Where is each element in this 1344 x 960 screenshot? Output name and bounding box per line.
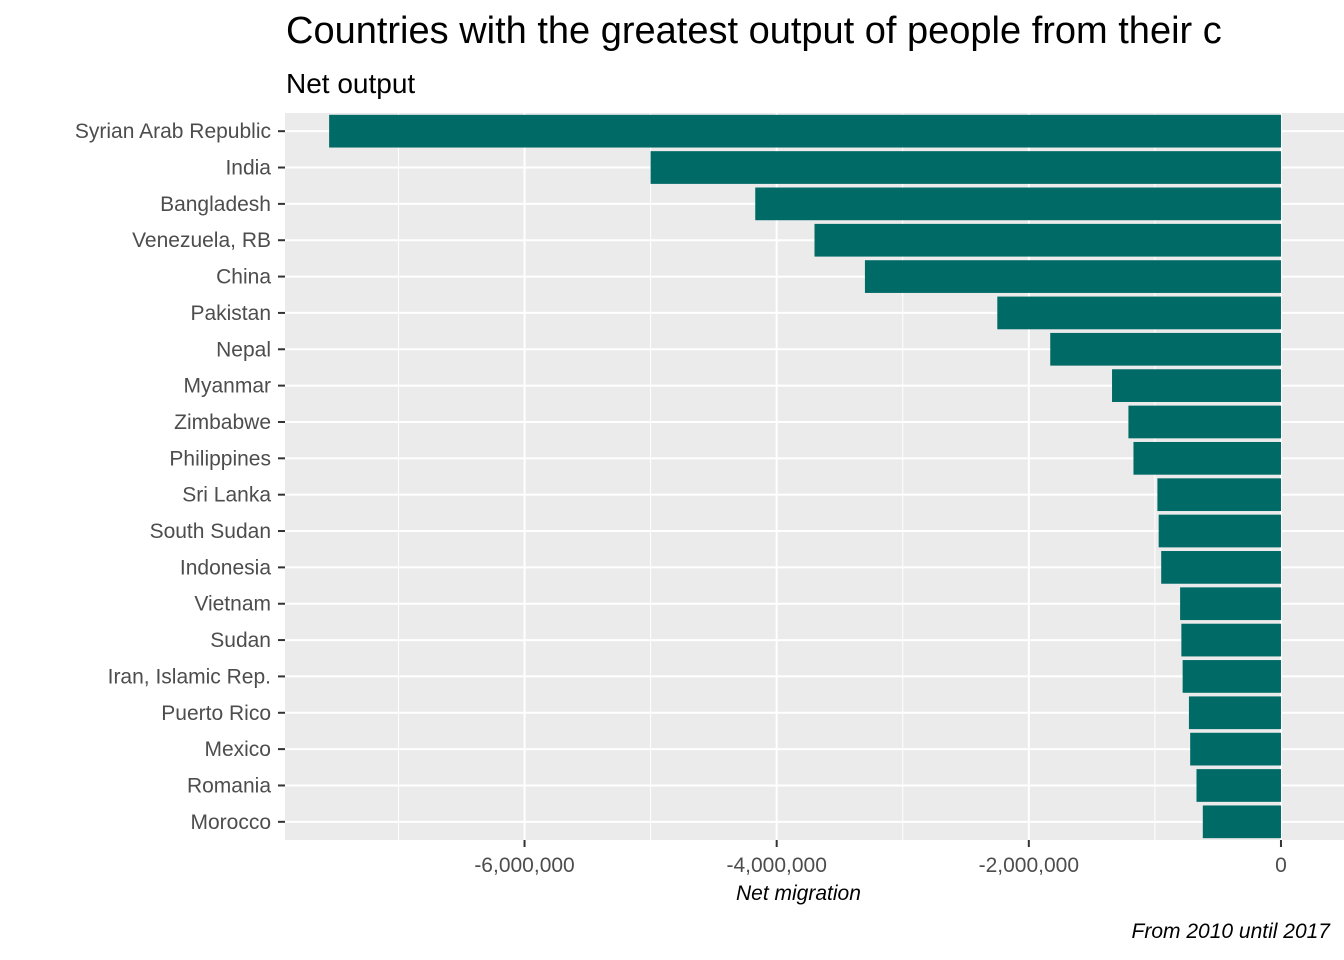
plot-panel: [285, 113, 1344, 840]
bar: [329, 114, 1281, 148]
y-tick-label: Bangladesh: [160, 193, 271, 216]
x-tick-label: -2,000,000: [979, 854, 1079, 877]
bar: [1050, 332, 1281, 366]
bar: [1196, 769, 1281, 802]
chart-subtitle: Net output: [286, 68, 416, 99]
bar: [1128, 405, 1281, 439]
bar: [1157, 478, 1281, 512]
bar: [1133, 441, 1281, 475]
y-tick-label: Nepal: [216, 338, 271, 361]
chart-title: Countries with the greatest output of pe…: [286, 10, 1222, 52]
y-tick-label: Indonesia: [180, 556, 271, 579]
bar: [755, 187, 1281, 221]
y-tick-label: Sudan: [210, 629, 271, 652]
y-tick-label: Iran, Islamic Rep.: [108, 665, 271, 688]
y-tick-label: India: [225, 157, 271, 180]
bar: [864, 260, 1281, 293]
y-tick-label: South Sudan: [150, 520, 271, 543]
y-tick-label: Puerto Rico: [161, 702, 271, 725]
chart-caption: From 2010 until 2017: [1131, 920, 1330, 943]
bar: [997, 296, 1281, 330]
bar: [1112, 369, 1281, 402]
x-axis-title: Net migration: [736, 882, 861, 905]
bar: [1188, 696, 1281, 730]
bar: [814, 223, 1281, 257]
y-tick-label: Zimbabwe: [174, 411, 271, 434]
bar: [1181, 623, 1281, 657]
y-tick-label: Myanmar: [183, 375, 271, 398]
bar: [1180, 587, 1281, 621]
bar: [1161, 551, 1281, 584]
y-tick-label: Pakistan: [190, 302, 271, 325]
bar: [1190, 732, 1281, 766]
y-tick-label: Mexico: [204, 738, 271, 761]
bar: [1158, 514, 1281, 548]
bar: [1182, 660, 1281, 693]
y-tick-label: Venezuela, RB: [132, 229, 271, 252]
bar: [650, 151, 1281, 184]
y-tick-label: China: [216, 266, 271, 289]
y-tick-label: Vietnam: [194, 593, 271, 616]
y-tick-label: Sri Lanka: [182, 484, 271, 507]
x-tick-label: -6,000,000: [474, 854, 574, 877]
x-tick-label: -4,000,000: [726, 854, 826, 877]
x-tick-label: 0: [1275, 854, 1287, 877]
y-tick-label: Philippines: [169, 447, 271, 470]
bar: [1202, 805, 1281, 839]
y-tick-label: Morocco: [190, 811, 271, 834]
y-tick-label: Syrian Arab Republic: [75, 120, 271, 143]
y-tick-label: Romania: [187, 774, 271, 797]
